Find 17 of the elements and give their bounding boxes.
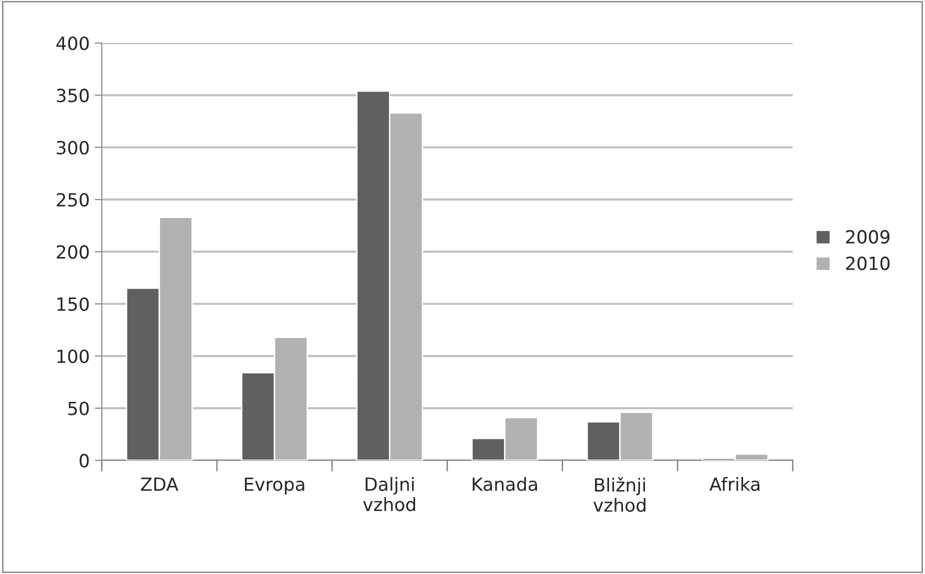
y-tick-label: 250 <box>56 192 89 207</box>
x-tick-label: Afrika <box>709 477 760 491</box>
y-tick-label: 350 <box>56 88 89 102</box>
y-tick-label: 50 <box>68 402 89 416</box>
y-tick-label: 0 <box>80 454 89 468</box>
x-tick-label: Evropa <box>244 478 304 494</box>
x-tick-label: ZDA <box>140 478 178 491</box>
y-tick-label: 300 <box>56 140 89 154</box>
x-tick-label: Kanada <box>472 477 537 491</box>
x-tick-label: Daljni vzhod <box>363 477 416 512</box>
legend-label: 2009 <box>846 230 890 244</box>
y-tick-label: 200 <box>56 245 89 259</box>
legend-label: 2010 <box>846 256 890 270</box>
y-tick-label: 150 <box>57 297 89 311</box>
y-tick-label: 400 <box>56 36 89 50</box>
x-tick-label: Bližnji vzhod <box>593 477 646 512</box>
y-tick-label: 100 <box>57 349 89 364</box>
